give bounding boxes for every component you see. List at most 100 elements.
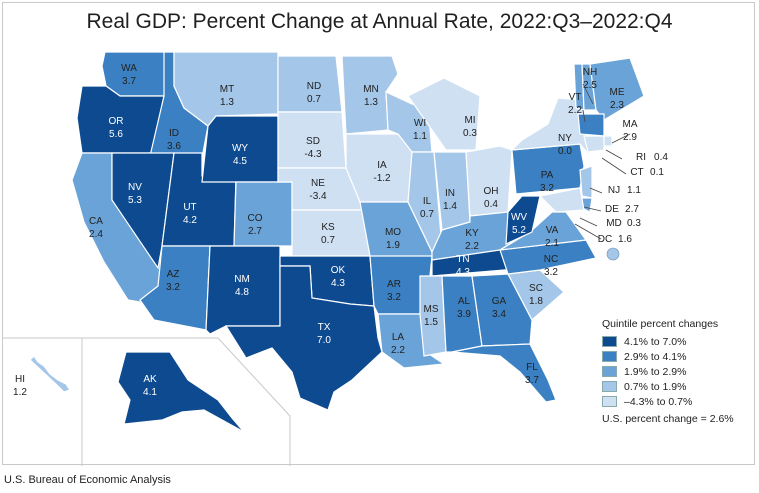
state-abbr-nm: NM — [234, 274, 250, 285]
state-value-vt: 2.2 — [568, 105, 582, 116]
state-abbr-sd: SD — [306, 136, 320, 147]
legend-label: 0.7% to 1.9% — [624, 380, 687, 393]
legend-swatch — [602, 396, 617, 407]
state-abbr-wa: WA — [121, 63, 137, 74]
us-choropleth-map: WA 3.7 OR 5.6 CA 2.4 ID 3.6 NV 5.3 UT 4.2 AZ 3.2 MT 1.3… — [3, 51, 668, 466]
state-value-ma: 2.9 — [623, 132, 637, 143]
source-credit: U.S. Bureau of Economic Analysis — [4, 474, 171, 486]
state-value-sc: 1.8 — [529, 296, 543, 307]
state-abbr-ne: NE — [311, 178, 325, 189]
state-abbr-va: VA — [546, 225, 559, 236]
state-abbr-tx: TX — [318, 322, 331, 333]
state-hi — [29, 355, 71, 393]
state-ct — [583, 135, 605, 153]
state-nj — [579, 165, 593, 199]
state-value-nm: 4.8 — [235, 287, 249, 298]
state-value-ia: -1.2 — [373, 173, 391, 184]
state-abbr-in: IN — [445, 188, 455, 199]
state-abbr-wy: WY — [232, 143, 248, 154]
state-tx — [224, 265, 383, 411]
state-value-il: 0.7 — [420, 209, 434, 220]
state-md — [538, 187, 585, 213]
state-mi — [407, 77, 481, 151]
state-abbr-ri: RI — [636, 152, 646, 163]
state-value-nj: 1.1 — [627, 185, 641, 196]
state-abbr-nh: NH — [583, 67, 597, 78]
state-value-mn: 1.3 — [364, 97, 378, 108]
state-value-id: 3.6 — [167, 141, 181, 152]
state-abbr-ma: MA — [623, 119, 638, 130]
state-value-nv: 5.3 — [128, 195, 142, 206]
state-value-hi: 1.2 — [13, 387, 27, 398]
legend-row: –4.3% to 0.7% — [602, 394, 752, 409]
state-ak — [117, 351, 245, 433]
state-value-mi: 0.3 — [463, 128, 477, 139]
legend-label: 4.1% to 7.0% — [624, 335, 687, 348]
state-abbr-nj: NJ — [608, 185, 620, 196]
state-ks — [291, 209, 371, 257]
state-value-co: 2.7 — [248, 226, 262, 237]
state-abbr-fl: FL — [526, 362, 538, 373]
state-abbr-tn: TN — [456, 254, 469, 265]
state-abbr-or: OR — [109, 116, 124, 127]
legend-title: Quintile percent changes — [602, 318, 719, 330]
state-fl — [451, 343, 557, 403]
state-value-wv: 5.2 — [512, 225, 526, 236]
legend-row: 1.9% to 2.9% — [602, 364, 752, 379]
state-abbr-ca: CA — [89, 216, 103, 227]
state-abbr-mo: MO — [385, 227, 401, 238]
state-value-ri: 0.4 — [654, 152, 668, 163]
state-value-wi: 1.1 — [413, 131, 427, 142]
state-co — [233, 181, 293, 247]
state-value-ks: 0.7 — [321, 235, 335, 246]
state-abbr-mn: MN — [363, 84, 379, 95]
legend-label: 1.9% to 2.9% — [624, 365, 687, 378]
state-abbr-ct: CT — [630, 167, 643, 178]
state-abbr-pa: PA — [541, 170, 554, 181]
state-value-ga: 3.4 — [492, 309, 506, 320]
state-value-md: 0.3 — [627, 218, 641, 229]
inset-divider — [3, 337, 291, 466]
state-abbr-co: CO — [248, 213, 263, 224]
state-value-oh: 0.4 — [484, 199, 498, 210]
state-abbr-vt: VT — [569, 92, 582, 103]
state-abbr-ok: OK — [331, 265, 346, 276]
state-abbr-id: ID — [169, 128, 179, 139]
legend-swatch — [602, 366, 617, 377]
state-value-wy: 4.5 — [233, 156, 247, 167]
state-value-or: 5.6 — [109, 129, 123, 140]
legend-row: 0.7% to 1.9% — [602, 379, 752, 394]
state-abbr-oh: OH — [484, 186, 499, 197]
legend-swatch — [602, 351, 617, 362]
legend-swatch — [602, 336, 617, 347]
state-value-ak: 4.1 — [143, 387, 157, 398]
state-ri — [603, 135, 613, 147]
us-percent-change: U.S. percent change = 2.6% — [602, 413, 734, 425]
state-value-ne: -3.4 — [309, 191, 327, 202]
state-abbr-wi: WI — [414, 118, 426, 129]
state-value-ms: 1.5 — [424, 317, 438, 328]
state-abbr-me: ME — [610, 87, 625, 98]
state-value-va: 2.1 — [545, 238, 559, 249]
legend-label: 2.9% to 4.1% — [624, 350, 687, 363]
state-value-ca: 2.4 — [89, 229, 103, 240]
state-abbr-ny: NY — [558, 133, 572, 144]
state-abbr-ky: KY — [465, 228, 479, 239]
state-abbr-nd: ND — [307, 81, 321, 92]
state-me — [589, 57, 645, 121]
state-value-nh: 2.5 — [583, 80, 597, 91]
map-frame — [2, 2, 755, 465]
state-value-nc: 3.2 — [544, 267, 558, 278]
state-value-in: 1.4 — [443, 201, 457, 212]
state-abbr-nc: NC — [544, 254, 558, 265]
state-value-ar: 3.2 — [387, 292, 401, 303]
state-abbr-il: IL — [423, 196, 432, 207]
state-abbr-md: MD — [606, 218, 622, 229]
state-abbr-la: LA — [392, 332, 405, 343]
legend-row: 2.9% to 4.1% — [602, 349, 752, 364]
state-value-la: 2.2 — [391, 345, 405, 356]
state-value-tx: 7.0 — [317, 335, 331, 346]
legend-row: 4.1% to 7.0% — [602, 334, 752, 349]
state-abbr-ut: UT — [183, 202, 196, 213]
dc-marker — [606, 247, 620, 261]
